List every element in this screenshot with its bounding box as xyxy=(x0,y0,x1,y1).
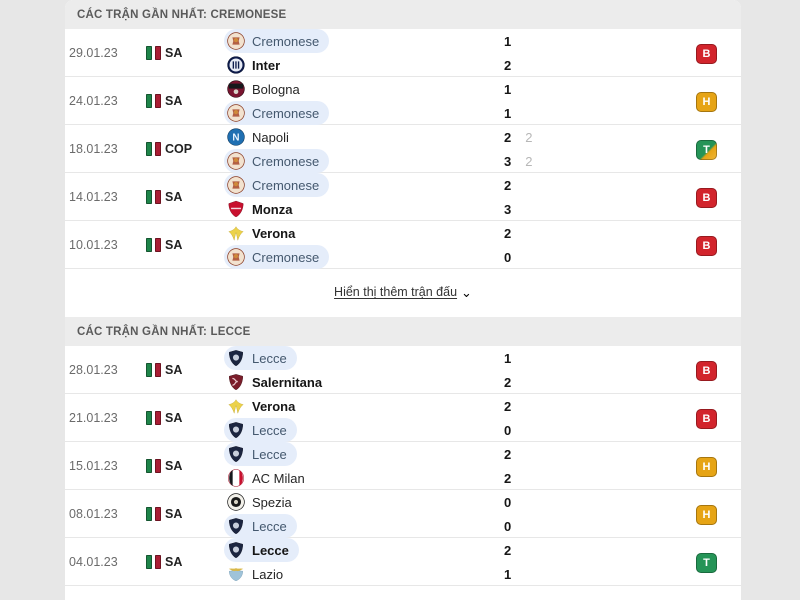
svg-text:N: N xyxy=(232,133,239,144)
